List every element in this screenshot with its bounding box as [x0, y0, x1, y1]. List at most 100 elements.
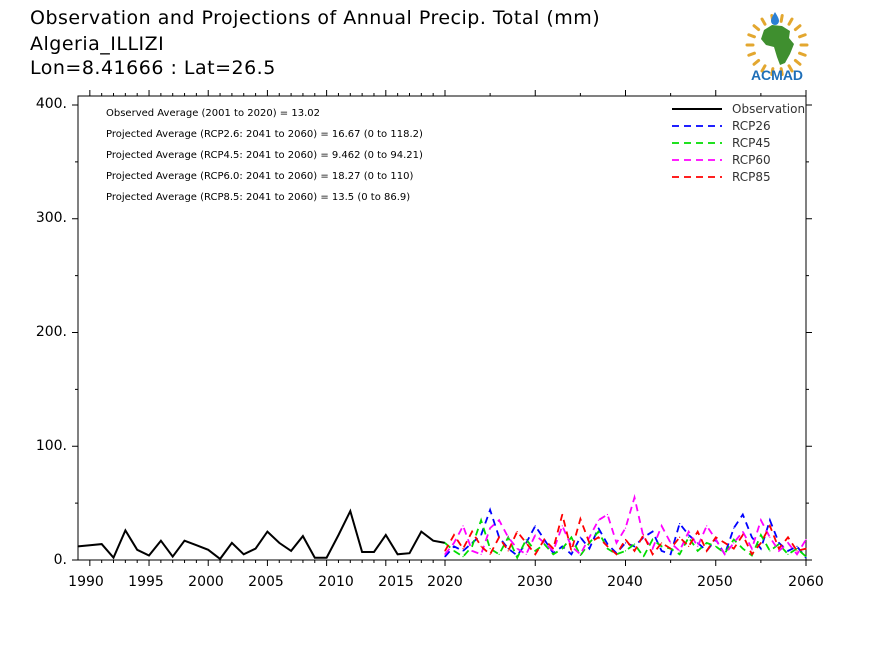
data-point	[706, 542, 708, 544]
data-point	[124, 529, 126, 532]
data-point	[183, 540, 186, 542]
sun-ray	[798, 33, 807, 39]
data-point	[444, 553, 446, 555]
data-point	[112, 557, 115, 559]
data-point	[651, 538, 654, 541]
sun-ray	[747, 51, 756, 57]
data-point	[769, 536, 771, 538]
x-tick-label: 1995	[128, 574, 164, 590]
data-point	[534, 553, 536, 555]
data-point	[769, 519, 771, 521]
data-point	[444, 555, 446, 558]
data-point	[751, 548, 753, 550]
data-point	[715, 545, 717, 547]
x-tick-label: 2020	[427, 574, 463, 590]
series-line-rcp85	[444, 514, 807, 556]
data-point	[444, 542, 446, 544]
data-point	[489, 553, 491, 555]
data-point	[219, 558, 221, 560]
sun-rays-icon	[745, 13, 809, 77]
sun-ray	[770, 67, 775, 77]
data-point	[805, 555, 807, 558]
data-point	[453, 542, 455, 544]
y-tick-label: 300.	[35, 210, 67, 226]
data-point	[507, 550, 509, 552]
data-point	[489, 509, 491, 511]
data-point	[561, 513, 563, 516]
data-point	[453, 550, 455, 552]
data-point	[160, 540, 162, 542]
data-point	[733, 548, 735, 550]
data-point	[207, 549, 209, 551]
data-point	[534, 525, 536, 527]
chart-title: Observation and Projections of Annual Pr…	[30, 7, 601, 29]
data-point	[651, 530, 654, 533]
data-point	[642, 555, 645, 558]
data-point	[760, 548, 762, 550]
data-point	[697, 542, 699, 544]
data-point	[661, 542, 663, 544]
data-point	[769, 525, 771, 527]
data-point	[624, 527, 627, 529]
legend-label-rcp26: RCP26	[732, 119, 771, 133]
data-point	[688, 534, 690, 536]
data-point	[101, 543, 103, 545]
y-tick-label: 400.	[35, 96, 67, 112]
data-point	[489, 527, 491, 529]
data-point	[615, 553, 618, 555]
data-point	[733, 542, 735, 544]
data-point	[543, 538, 545, 541]
data-point	[787, 542, 789, 544]
x-tick-label: 2050	[697, 574, 733, 590]
data-point	[534, 534, 536, 536]
data-point	[534, 550, 536, 552]
x-tick-label: 2040	[607, 574, 643, 590]
data-point	[670, 542, 672, 544]
x-tick-label: 2030	[517, 574, 553, 590]
svg-text:ACMAD: ACMAD	[751, 67, 803, 83]
data-point	[231, 542, 233, 544]
data-point	[597, 530, 600, 533]
data-point	[552, 548, 554, 550]
data-point	[498, 519, 500, 521]
data-point	[561, 548, 563, 550]
data-point	[606, 548, 609, 550]
data-point	[742, 530, 744, 533]
data-point	[724, 542, 726, 544]
legend-label-observation: Observation	[732, 102, 806, 116]
data-point	[480, 553, 482, 555]
data-point	[453, 545, 455, 547]
data-point	[624, 550, 627, 552]
data-point	[661, 525, 663, 527]
data-point	[462, 555, 464, 558]
data-point	[624, 542, 627, 544]
data-point	[688, 545, 690, 547]
data-point	[796, 545, 798, 547]
sun-ray	[793, 58, 802, 66]
data-point	[420, 530, 422, 533]
data-series	[77, 493, 807, 561]
data-point	[787, 550, 789, 552]
data-point	[290, 550, 292, 552]
legend-swatches	[672, 108, 722, 178]
data-point	[606, 513, 609, 516]
annotation-rcp45-average: Projected Average (RCP4.5: 2041 to 2060)…	[106, 150, 423, 161]
data-point	[432, 540, 434, 542]
data-point	[243, 553, 245, 555]
x-tick-label: 2010	[318, 574, 354, 590]
data-point	[706, 525, 708, 527]
data-point	[525, 538, 527, 541]
axis-ticks	[72, 90, 812, 566]
data-point	[543, 542, 545, 544]
data-point	[724, 553, 726, 555]
data-point	[805, 538, 807, 541]
data-point	[606, 543, 609, 545]
data-point	[397, 553, 399, 555]
data-point	[462, 550, 464, 552]
data-point	[498, 553, 500, 555]
data-point	[570, 550, 572, 552]
data-point	[453, 534, 455, 536]
data-point	[733, 527, 735, 529]
data-point	[742, 548, 744, 550]
data-point	[661, 550, 663, 552]
